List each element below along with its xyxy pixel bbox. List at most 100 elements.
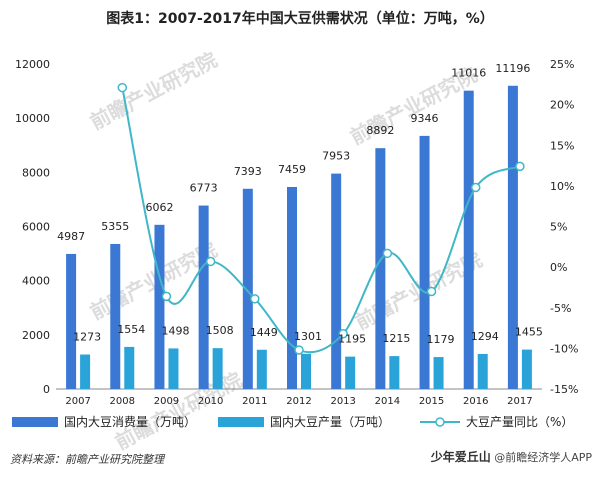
yoy-point: [117, 82, 128, 93]
production-label: 1455: [515, 326, 543, 339]
y-right-tick-label: -5%: [550, 302, 571, 315]
y-right-tick-label: -10%: [550, 342, 578, 355]
consumption-label: 11016: [451, 67, 486, 80]
y-right-tick-label: 15%: [550, 139, 574, 152]
consumption-bar: [242, 188, 253, 389]
consumption-bar: [66, 253, 77, 389]
x-tick-label: 2016: [463, 396, 488, 407]
x-tick-label: 2010: [198, 396, 223, 407]
consumption-label: 6773: [190, 182, 218, 195]
production-bar: [212, 348, 223, 389]
consumption-label: 7459: [278, 163, 306, 176]
production-label: 1215: [382, 332, 410, 345]
legend-consumption-label: 国内大豆消费量（万吨）: [64, 415, 196, 429]
consumption-label: 5355: [101, 220, 129, 233]
y-right-tick-label: 20%: [550, 99, 574, 112]
watermark-text: 前瞻产业研究院: [86, 47, 221, 134]
production-label: 1273: [73, 331, 101, 344]
yoy-point: [250, 294, 260, 304]
y-right-tick-label: 10%: [550, 180, 574, 193]
production-label: 1301: [294, 330, 322, 343]
production-bar: [301, 353, 311, 389]
source-label: 资料来源：: [10, 453, 65, 466]
yoy-point: [382, 248, 393, 259]
yoy-point: [338, 329, 348, 339]
consumption-bar: [198, 205, 209, 389]
yoy-line-path: [121, 87, 521, 354]
axes: 0 2000 4000 6000 8000 10000 12000 -15% -10% -5% 0%…: [15, 58, 578, 407]
consumption-label: 4987: [57, 230, 85, 243]
bars: [66, 85, 532, 390]
production-bar: [345, 356, 356, 389]
consumption-bar: [375, 148, 386, 389]
yoy-point: [470, 182, 481, 193]
legend-production-swatch: [218, 417, 264, 427]
production-bar: [80, 354, 91, 389]
wechat-mark: 少年爱丘山 @前瞻经济学人APP: [431, 448, 592, 465]
legend-production-label: 国内大豆产量（万吨）: [270, 415, 390, 429]
x-tick-label: 2013: [330, 396, 355, 407]
production-label: 1554: [117, 323, 145, 336]
consumption-label: 7953: [322, 150, 350, 163]
y-left-tick-label: 2000: [22, 329, 50, 342]
consumption-bar: [507, 85, 518, 390]
x-tick-label: 2017: [507, 396, 532, 407]
consumption-label: 9346: [411, 112, 439, 125]
consumption-label: 6062: [145, 201, 173, 214]
y-right-tick-label: -15%: [550, 383, 578, 396]
production-label: 1508: [206, 324, 234, 337]
legend: 国内大豆消费量（万吨） 国内大豆产量（万吨） 大豆产量同比（%）: [12, 415, 573, 429]
x-tick-label: 2007: [65, 396, 90, 407]
production-bar: [477, 353, 488, 389]
source-note: 资料来源：前瞻产业研究院整理: [10, 451, 164, 467]
y-right-tick-label: 0%: [550, 261, 567, 274]
y-left-tick-label: 10000: [15, 112, 50, 125]
consumption-bar: [331, 173, 342, 389]
x-tick-label: 2009: [154, 396, 179, 407]
wechat-name: 少年爱丘山: [430, 450, 491, 464]
production-label: 1449: [250, 326, 278, 339]
consumption-bar: [463, 90, 474, 390]
production-bar: [521, 349, 532, 389]
yoy-point: [205, 256, 216, 267]
y-left-tick-label: 6000: [22, 221, 50, 234]
production-label: 1195: [338, 333, 366, 346]
source-value: 前瞻产业研究院整理: [65, 453, 164, 466]
production-bar: [433, 357, 444, 389]
legend-consumption-swatch: [12, 417, 58, 427]
yoy-point: [294, 345, 304, 355]
consumption-label: 11196: [495, 62, 530, 75]
y-left-tick-label: 4000: [22, 275, 50, 288]
yoy-line: [117, 82, 525, 355]
production-bar: [124, 346, 135, 389]
y-left-tick-label: 0: [43, 383, 50, 396]
x-tick-label: 2011: [242, 396, 267, 407]
legend-yoy-marker: [435, 417, 445, 427]
wechat-publisher: @前瞻经济学人APP: [494, 451, 592, 464]
production-bar: [256, 349, 267, 389]
yoy-point: [515, 161, 525, 172]
consumption-bar: [287, 186, 297, 389]
consumption-label: 8892: [366, 124, 394, 137]
y-right-tick-label: 5%: [550, 221, 567, 234]
x-tick-label: 2015: [419, 396, 444, 407]
production-label: 1498: [161, 324, 189, 337]
production-label: 1179: [427, 333, 455, 346]
consumption-label: 7393: [234, 165, 262, 178]
chart-title: 图表1：2007-2017年中国大豆供需状况（单位：万吨，%）: [106, 11, 494, 27]
consumption-bar: [419, 135, 430, 389]
yoy-point: [161, 291, 172, 302]
legend-yoy-label: 大豆产量同比（%）: [466, 415, 573, 429]
x-tick-label: 2014: [375, 396, 400, 407]
yoy-point: [426, 286, 437, 297]
production-bar: [168, 348, 179, 389]
production-label: 1294: [471, 330, 499, 343]
consumption-bar: [110, 243, 121, 389]
y-left-tick-label: 8000: [22, 166, 50, 179]
x-tick-label: 2008: [110, 396, 135, 407]
production-bar: [389, 356, 400, 389]
consumption-bar: [154, 224, 165, 389]
y-right-tick-label: 25%: [550, 58, 574, 71]
y-left-tick-label: 12000: [15, 58, 50, 71]
